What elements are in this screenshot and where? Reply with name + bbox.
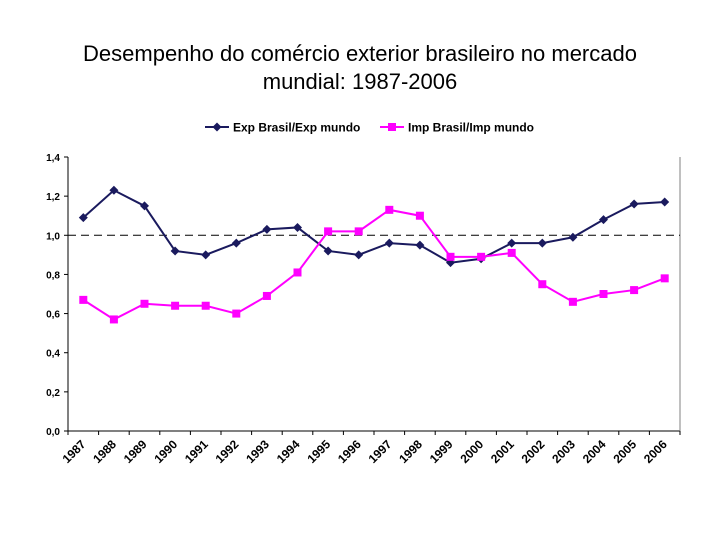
x-tick-label: 2004 bbox=[580, 437, 609, 466]
legend-marker-square bbox=[388, 123, 396, 131]
data-point-imp bbox=[630, 286, 639, 295]
data-point-exp bbox=[599, 215, 608, 225]
data-point-exp bbox=[629, 199, 639, 209]
x-tick-label: 1995 bbox=[304, 437, 333, 466]
data-point-imp bbox=[415, 211, 424, 220]
data-point-imp bbox=[568, 297, 577, 306]
x-tick-label: 1992 bbox=[213, 437, 242, 466]
data-point-imp bbox=[385, 205, 394, 214]
data-point-imp bbox=[79, 295, 88, 304]
x-tick-label: 1987 bbox=[60, 437, 89, 466]
data-point-exp bbox=[262, 224, 272, 234]
data-point-exp bbox=[293, 222, 302, 232]
data-point-imp bbox=[140, 299, 149, 308]
data-point-exp bbox=[170, 246, 180, 256]
y-tick-label: 0,8 bbox=[46, 270, 60, 281]
data-point-imp bbox=[477, 252, 486, 261]
x-tick-label: 1994 bbox=[274, 437, 303, 466]
x-tick-label: 1999 bbox=[427, 437, 456, 466]
data-point-exp bbox=[415, 240, 425, 250]
data-point-imp bbox=[232, 309, 241, 318]
y-tick-label: 0,2 bbox=[46, 388, 60, 399]
data-point-exp bbox=[201, 250, 211, 260]
y-tick-label: 1,0 bbox=[46, 231, 60, 242]
data-point-exp bbox=[568, 232, 578, 242]
x-tick-label: 1990 bbox=[151, 437, 180, 466]
data-point-imp bbox=[660, 274, 669, 283]
y-tick-label: 0,0 bbox=[46, 427, 60, 438]
legend-marker-diamond bbox=[212, 122, 222, 132]
legend-label-1: Exp Brasil/Exp mundo bbox=[233, 121, 360, 135]
y-tick-label: 0,4 bbox=[46, 349, 60, 360]
chart-title-line2: mundial: 1987-2006 bbox=[262, 69, 458, 94]
x-tick-label: 2002 bbox=[519, 437, 548, 466]
data-point-imp bbox=[507, 248, 516, 257]
legend-label-2: Imp Brasil/Imp mundo bbox=[408, 121, 534, 135]
data-point-exp bbox=[231, 238, 241, 248]
chart-title: Desempenho do comércio exterior brasilei… bbox=[0, 40, 720, 96]
data-point-exp bbox=[354, 250, 364, 260]
data-point-exp bbox=[507, 238, 517, 248]
data-point-imp bbox=[599, 290, 608, 298]
x-tick-label: 1998 bbox=[396, 437, 425, 466]
data-point-imp bbox=[538, 280, 547, 289]
x-tick-label: 1991 bbox=[182, 437, 211, 466]
x-tick-label: 1993 bbox=[243, 437, 272, 466]
data-point-imp bbox=[262, 291, 271, 300]
x-tick-label: 1997 bbox=[366, 437, 395, 466]
data-point-imp bbox=[293, 268, 302, 277]
x-tick-label: 1989 bbox=[121, 437, 150, 466]
data-point-exp bbox=[78, 213, 88, 223]
x-tick-label: 2001 bbox=[488, 437, 517, 466]
x-tick-label: 2000 bbox=[457, 437, 486, 466]
series-line-2 bbox=[82, 208, 666, 321]
data-point-imp bbox=[354, 227, 363, 236]
x-tick-label: 1996 bbox=[335, 437, 364, 466]
y-tick-label: 0,6 bbox=[46, 310, 60, 321]
data-point-exp bbox=[384, 238, 394, 248]
chart-title-line1: Desempenho do comércio exterior brasilei… bbox=[83, 41, 637, 66]
x-tick-label: 2005 bbox=[610, 437, 639, 466]
data-point-imp bbox=[446, 252, 455, 261]
data-point-imp bbox=[201, 301, 210, 310]
data-point-exp bbox=[323, 246, 333, 256]
data-point-exp bbox=[660, 197, 670, 207]
data-point-exp bbox=[109, 185, 119, 195]
data-point-exp bbox=[140, 201, 149, 211]
x-tick-label: 1988 bbox=[90, 437, 119, 466]
data-point-imp bbox=[171, 301, 180, 310]
x-tick-label: 2006 bbox=[641, 437, 670, 466]
data-point-imp bbox=[109, 315, 118, 324]
data-point-imp bbox=[324, 227, 333, 236]
data-point-exp bbox=[537, 238, 547, 248]
x-tick-label: 2003 bbox=[549, 437, 578, 466]
y-tick-label: 1,4 bbox=[46, 153, 60, 164]
series-line-1 bbox=[82, 189, 665, 264]
y-tick-label: 1,2 bbox=[46, 192, 60, 203]
